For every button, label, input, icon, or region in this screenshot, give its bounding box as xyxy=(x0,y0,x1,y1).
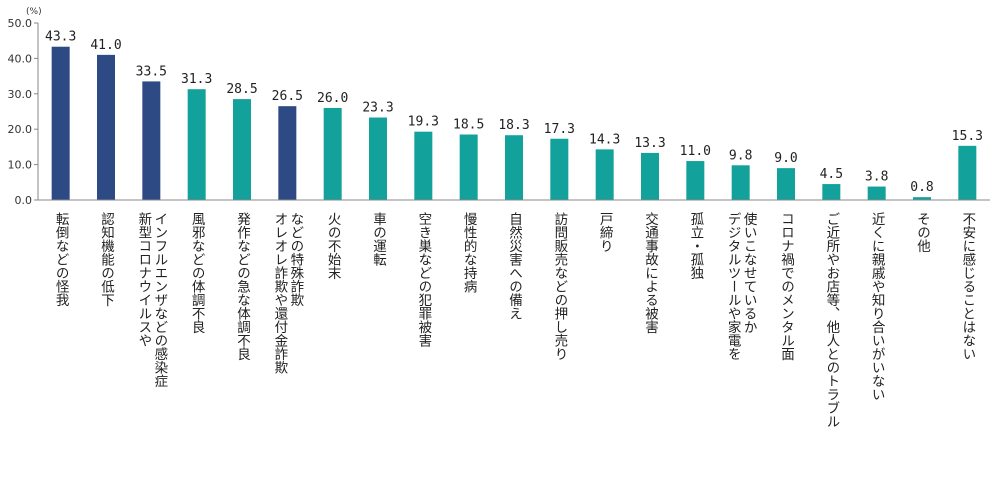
bar xyxy=(686,161,705,200)
value-label: 31.3 xyxy=(181,72,212,87)
bar xyxy=(867,186,886,200)
bar xyxy=(278,106,297,200)
bar xyxy=(731,165,750,200)
category-label: 新型コロナウイルスや インフルエンザなどの感染症 xyxy=(135,212,168,388)
category-label-line: オレオレ詐欺や還付金詐欺 xyxy=(271,212,288,374)
category-label-line: 訪問販売などの押し売り xyxy=(551,212,568,361)
category-label: オレオレ詐欺や還付金詐欺 などの特殊詐欺 xyxy=(271,212,304,375)
y-tick-label: 30.0 xyxy=(8,88,33,101)
y-tick-label: 10.0 xyxy=(8,159,33,172)
category-label-line: 風邪などの体調不良 xyxy=(189,212,206,334)
category-label: 風邪などの体調不良 xyxy=(189,212,206,334)
category-label-line: 新型コロナウイルスや xyxy=(135,212,152,348)
value-label: 26.5 xyxy=(272,89,303,104)
category-label-line: 戸締り xyxy=(597,212,614,253)
y-axis: 0.0 10.0 20.0 30.0 40.0 50.0 xyxy=(8,17,38,207)
bar xyxy=(505,135,523,200)
y-tick-label: 40.0 xyxy=(8,52,33,65)
bar xyxy=(323,107,342,200)
category-label: コロナ禍でのメンタル面 xyxy=(778,212,795,361)
category-label-line: 転倒などの怪我 xyxy=(53,212,70,307)
category-label-line: 交通事故による被害 xyxy=(642,211,659,334)
y-tick-label: 20.0 xyxy=(8,123,33,136)
category-label: 訪問販売などの押し売り xyxy=(551,212,568,361)
value-label: 3.8 xyxy=(865,170,888,185)
category-label-line: 孤立・孤独 xyxy=(687,212,704,280)
value-labels: 43.3 41.0 33.5 31.3 28.5 26.5 26.0 23.3 19.3 18.5… xyxy=(45,30,983,195)
value-label: 19.3 xyxy=(408,115,439,130)
category-label-line: コロナ禍でのメンタル面 xyxy=(778,212,795,361)
value-label: 13.3 xyxy=(634,136,665,151)
bar xyxy=(550,138,569,200)
category-label-line: ご近所やお店等、他人とのトラブル xyxy=(823,212,840,428)
category-label-line: 火の不始末 xyxy=(325,212,342,280)
category-label: 慢性的な持病 xyxy=(461,211,478,294)
bar xyxy=(51,46,70,200)
category-label: その他 xyxy=(914,212,931,254)
value-label: 33.5 xyxy=(136,64,167,79)
category-label-line: 慢性的な持病 xyxy=(461,211,478,294)
category-label: 認知機能の低下 xyxy=(98,212,115,307)
bar xyxy=(233,99,251,200)
value-label: 28.5 xyxy=(226,82,257,97)
category-label-line: その他 xyxy=(914,212,931,254)
category-label-line: インフルエンザなどの感染症 xyxy=(151,212,168,388)
category-label-line: などの特殊詐欺 xyxy=(287,212,304,307)
bar xyxy=(369,117,387,200)
y-axis-unit-label: (%) xyxy=(26,7,42,17)
bar xyxy=(595,149,614,200)
category-label: 発作などの急な体調不良 xyxy=(234,212,251,361)
category-label-line: 自然災害への備え xyxy=(506,212,523,321)
bar xyxy=(97,54,115,200)
y-tick-label: 0.0 xyxy=(15,194,33,207)
category-label: 自然災害への備え xyxy=(506,212,523,321)
category-label-line: 不安に感じることはない xyxy=(959,212,976,361)
category-labels: 転倒などの怪我 認知機能の低下 新型コロナウイルスや インフルエンザなどの感染症 風邪な… xyxy=(53,211,976,428)
value-label: 17.3 xyxy=(544,122,575,137)
bar xyxy=(142,81,161,200)
category-label: デジタルツールや家電を 使いこなせているか xyxy=(725,211,758,361)
category-label: 戸締り xyxy=(597,212,614,253)
category-label: 空き巣などの犯罪被害 xyxy=(415,212,432,348)
bar xyxy=(777,168,795,200)
value-label: 23.3 xyxy=(362,101,393,116)
value-label: 0.8 xyxy=(910,180,933,195)
category-label-line: 車の運転 xyxy=(370,212,387,267)
value-label: 11.0 xyxy=(680,144,711,159)
value-label: 18.5 xyxy=(453,118,484,133)
category-label-line: 発作などの急な体調不良 xyxy=(234,212,251,361)
category-label: 近くに親戚や知り合いがいない xyxy=(869,212,886,401)
y-tick-label: 50.0 xyxy=(8,17,33,30)
category-label: 孤立・孤独 xyxy=(687,212,704,280)
bar xyxy=(958,145,977,200)
category-label: 交通事故による被害 xyxy=(642,211,659,334)
category-label-line: デジタルツールや家電を xyxy=(725,212,742,361)
category-label: ご近所やお店等、他人とのトラブル xyxy=(823,212,840,428)
value-label: 9.8 xyxy=(729,148,752,163)
category-label-line: 認知機能の低下 xyxy=(98,212,115,307)
bar xyxy=(414,131,433,200)
category-label-line: 使いこなせているか xyxy=(741,211,758,334)
value-label: 15.3 xyxy=(952,129,983,144)
category-label-line: 空き巣などの犯罪被害 xyxy=(415,212,432,348)
value-label: 41.0 xyxy=(90,38,121,53)
value-label: 26.0 xyxy=(317,91,348,106)
value-label: 43.3 xyxy=(45,30,76,45)
category-label: 転倒などの怪我 xyxy=(53,212,70,307)
bar xyxy=(913,197,931,200)
value-label: 18.3 xyxy=(498,118,529,133)
category-label: 火の不始末 xyxy=(325,212,342,280)
bar xyxy=(459,134,478,200)
bar xyxy=(822,184,841,200)
category-label: 不安に感じることはない xyxy=(959,212,976,361)
bar xyxy=(641,152,659,200)
value-label: 14.3 xyxy=(589,132,620,147)
bar xyxy=(187,89,206,200)
value-label: 4.5 xyxy=(820,167,843,182)
category-label: 車の運転 xyxy=(370,212,387,267)
bars xyxy=(51,46,977,200)
value-label: 9.0 xyxy=(774,151,797,166)
category-label-line: 近くに親戚や知り合いがいない xyxy=(869,212,886,401)
